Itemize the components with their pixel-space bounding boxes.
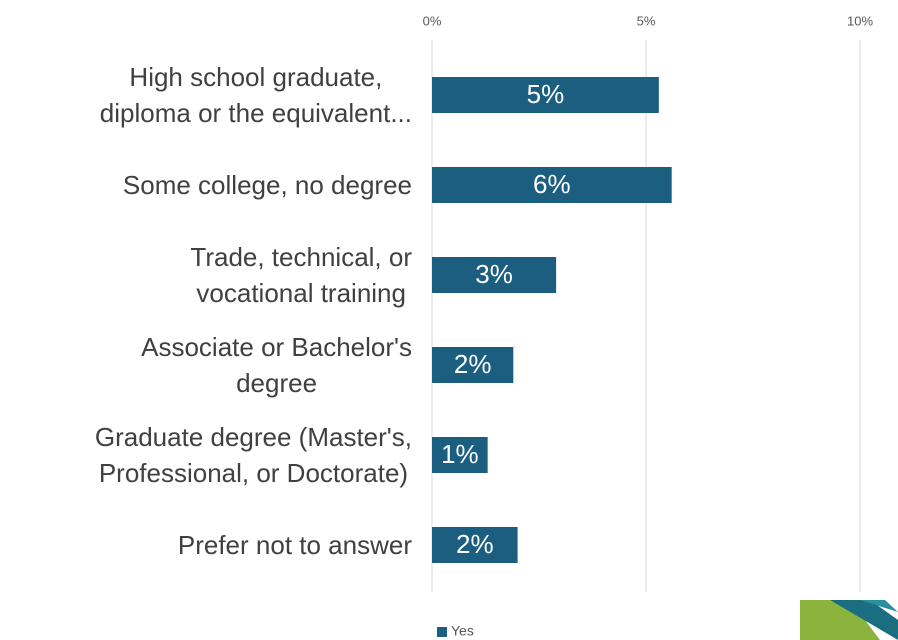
data-label: 3%	[475, 259, 513, 289]
bar	[432, 527, 518, 563]
y-tick-label: Some college, no degree	[122, 170, 412, 200]
bar	[432, 257, 557, 293]
data-label: 1%	[441, 439, 479, 469]
bar	[432, 77, 659, 113]
y-tick-label: Trade, technical, or vocational training	[190, 242, 412, 308]
legend-swatch	[437, 627, 447, 637]
y-tick-label: Graduate degree (Master's, Professional,…	[94, 422, 412, 488]
legend-label: Yes	[451, 623, 474, 639]
data-label: 2%	[454, 349, 492, 379]
bar	[432, 437, 488, 473]
x-tick-label: 10%	[847, 13, 873, 28]
bar	[432, 167, 672, 203]
x-tick-label: 5%	[637, 13, 656, 28]
data-label: 2%	[456, 529, 494, 559]
data-label: 6%	[533, 169, 571, 199]
logo	[800, 600, 898, 640]
y-tick-label: Associate or Bachelor's degree	[141, 332, 412, 398]
bar	[432, 347, 514, 383]
y-tick-label: High school graduate, diploma or the equ…	[99, 62, 412, 128]
y-tick-label: Prefer not to answer	[177, 530, 412, 560]
data-label: 5%	[527, 79, 565, 109]
x-tick-label: 0%	[423, 13, 442, 28]
